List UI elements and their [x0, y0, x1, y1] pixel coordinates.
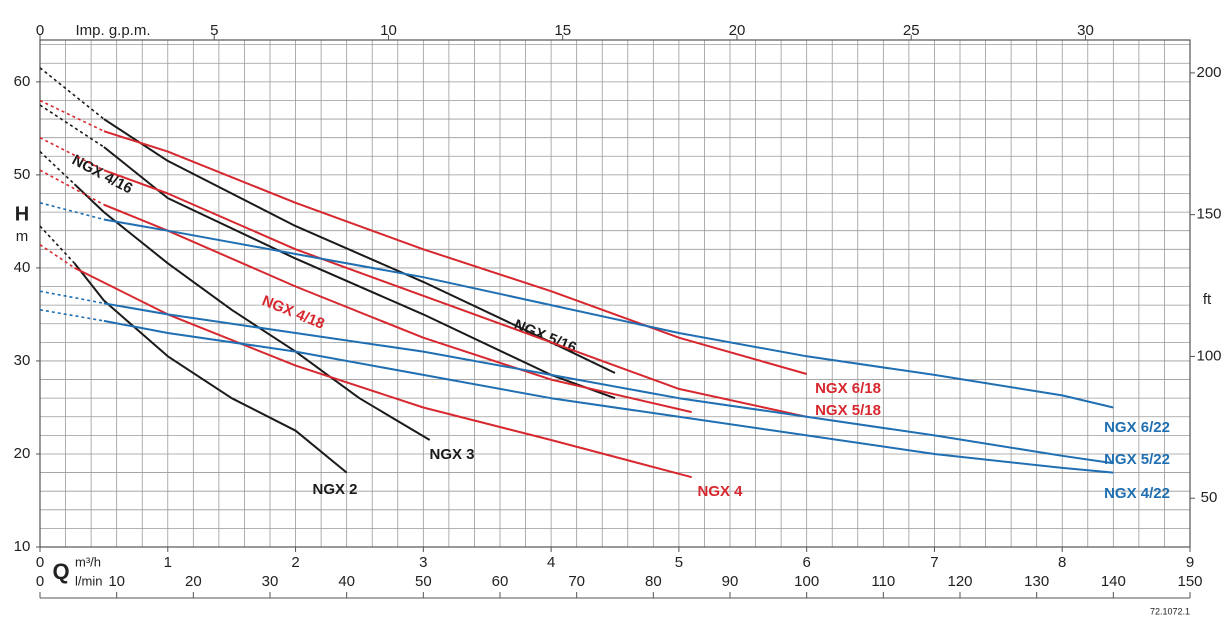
x-tick-label: 6 [802, 554, 810, 571]
x3-tick-label: 140 [1101, 573, 1126, 590]
y2-tick-label: 200 [1196, 64, 1221, 81]
x3-tick-label: 70 [568, 573, 585, 590]
curve-label: NGX 3 [429, 446, 474, 463]
curve-extension [39, 169, 105, 206]
x3-tick-label: 10 [108, 573, 125, 590]
x2-tick-label: 0 [36, 22, 44, 39]
curve [103, 302, 1114, 465]
x3-tick-label: 60 [492, 573, 509, 590]
curve [103, 169, 807, 418]
curve-extension [39, 290, 105, 305]
curve-label: NGX 6/22 [1104, 419, 1170, 436]
x-axis-unit: m³/h [75, 554, 101, 569]
curve-label: NGX 5/16 [511, 316, 578, 356]
y-tick-label: 50 [14, 166, 31, 183]
x-tick-label: 0 [36, 554, 44, 571]
y-tick-label: 20 [14, 445, 31, 462]
x2-tick-label: 25 [903, 22, 920, 39]
curve [73, 183, 431, 441]
x-tick-label: 9 [1186, 554, 1194, 571]
curve [73, 262, 348, 474]
curve-label: NGX 4/18 [259, 292, 326, 332]
bottom-axis-unit: l/min [75, 573, 102, 588]
y-axis-unit: m [16, 228, 29, 245]
y-tick-label: 30 [14, 352, 31, 369]
x3-tick-label: 130 [1024, 573, 1049, 590]
x-tick-label: 8 [1058, 554, 1066, 571]
y2-tick-label: 100 [1196, 347, 1221, 364]
y-tick-label: 40 [14, 259, 31, 276]
curve [74, 267, 692, 479]
y-axis-label: H [15, 203, 29, 225]
curve [103, 118, 616, 374]
x3-tick-label: 100 [794, 573, 819, 590]
x3-tick-label: 90 [722, 573, 739, 590]
x-tick-label: 3 [419, 554, 427, 571]
y-tick-label: 60 [14, 73, 31, 90]
curve [103, 319, 1114, 474]
curve-label: NGX 4 [697, 483, 743, 500]
x3-tick-label: 40 [338, 573, 355, 590]
y2-tick-label: 50 [1201, 489, 1218, 506]
x2-tick-label: 10 [380, 22, 397, 39]
x-tick-label: 2 [291, 554, 299, 571]
x3-tick-label: 120 [947, 573, 972, 590]
curve-extension [39, 244, 75, 269]
curve-extension [39, 104, 105, 148]
x2-tick-label: 15 [554, 22, 571, 39]
curve-label: NGX 5/18 [815, 402, 881, 419]
x-tick-label: 7 [930, 554, 938, 571]
x3-tick-label: 110 [871, 573, 895, 590]
curve [103, 130, 807, 375]
x2-tick-label: 5 [210, 22, 218, 39]
y-tick-label: 10 [14, 538, 31, 555]
curve [103, 203, 692, 414]
top-axis-label: Imp. g.p.m. [75, 22, 150, 39]
x2-tick-label: 20 [729, 22, 746, 39]
right-axis-label: ft [1203, 291, 1212, 308]
code: 72.1072.1 [1150, 606, 1190, 616]
x3-tick-label: 150 [1177, 573, 1202, 590]
x3-tick-label: 50 [415, 573, 432, 590]
x-tick-label: 4 [547, 554, 555, 571]
x3-tick-label: 30 [262, 573, 279, 590]
plot-frame [39, 39, 1191, 548]
curve-label: NGX 2 [312, 481, 357, 498]
curve-label: NGX 4/22 [1104, 485, 1170, 502]
curve-extension [39, 309, 105, 322]
curve [103, 218, 1114, 409]
curve-extension [39, 225, 76, 264]
y2-tick-label: 150 [1196, 206, 1221, 223]
x3-tick-label: 0 [36, 573, 44, 590]
x3-tick-label: 80 [645, 573, 662, 590]
curve-extension [39, 202, 105, 221]
x-tick-label: 5 [675, 554, 683, 571]
x2-tick-label: 30 [1077, 22, 1094, 39]
x-axis-label: Q [52, 559, 69, 584]
curve-extension [39, 151, 76, 185]
curve-label: NGX 6/18 [815, 380, 881, 397]
x3-tick-label: 20 [185, 573, 202, 590]
x-tick-label: 1 [164, 554, 172, 571]
curve-extension [39, 67, 105, 120]
curve-label: NGX 5/22 [1104, 451, 1170, 468]
